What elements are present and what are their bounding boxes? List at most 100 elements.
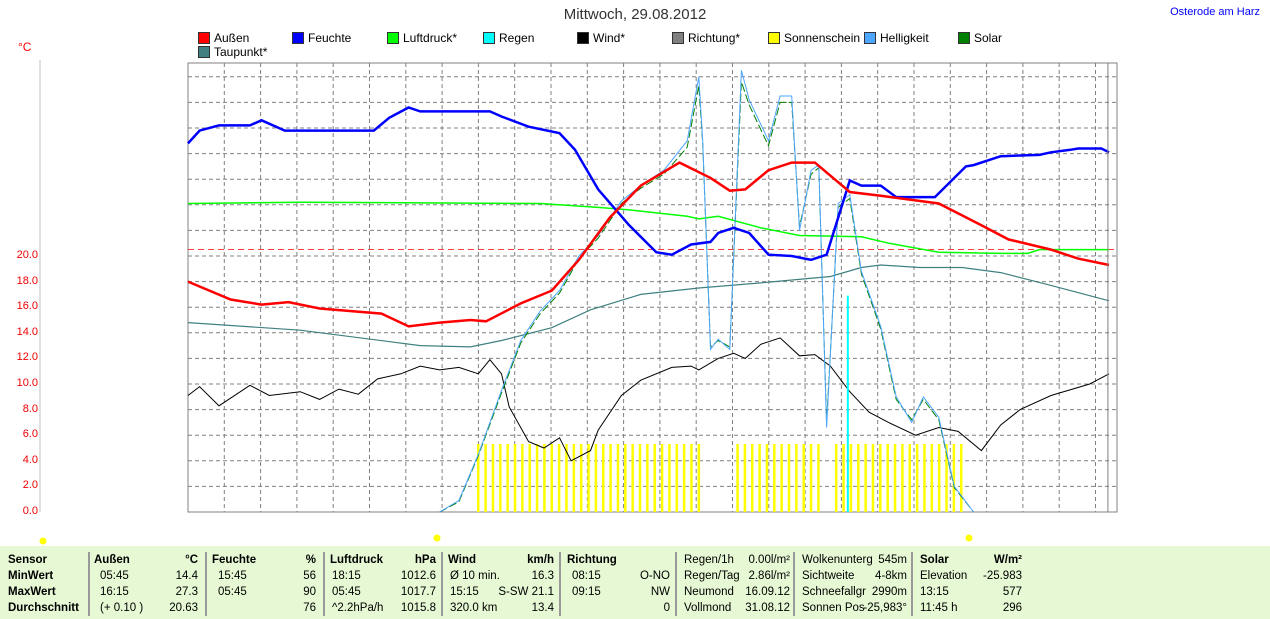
series-taupunkt bbox=[187, 264, 1110, 348]
table-cell: 320.0 km bbox=[450, 602, 498, 614]
table-cell: 18:15 bbox=[332, 570, 361, 582]
table-cell: Sensor bbox=[8, 554, 47, 566]
table-cell: 90 bbox=[303, 586, 316, 598]
table-cell: 14.4 bbox=[175, 570, 198, 582]
y-tick-label: 2.0 bbox=[22, 479, 38, 492]
table-cell: Ø 10 min. bbox=[450, 570, 500, 582]
series-luftdruck bbox=[187, 201, 1110, 255]
location-link[interactable]: Osterode am Harz bbox=[1170, 6, 1260, 18]
table-cell: MinWert bbox=[8, 570, 54, 582]
table-cell: km/h bbox=[527, 554, 554, 566]
legend-label: Taupunkt* bbox=[214, 45, 268, 59]
legend-swatch-icon bbox=[198, 46, 210, 58]
column-divider bbox=[205, 552, 207, 616]
table-cell: Sichtweite bbox=[802, 570, 855, 582]
table-cell: 20.63 bbox=[169, 602, 198, 614]
sun-marker-icon bbox=[39, 537, 47, 545]
legend-item: Sonnenschein bbox=[768, 31, 860, 45]
column-divider bbox=[441, 552, 443, 616]
table-cell: Regen/Tag bbox=[684, 570, 740, 582]
table-cell: Feuchte bbox=[212, 554, 257, 566]
table-cell: -25.983 bbox=[982, 570, 1022, 582]
table-cell: % bbox=[305, 554, 316, 566]
table-cell: 1012.6 bbox=[400, 570, 436, 582]
legend-label: Außen bbox=[214, 31, 250, 45]
legend-item: Taupunkt* bbox=[198, 45, 267, 59]
legend-label: Sonnenschein bbox=[784, 31, 861, 45]
legend-swatch-icon bbox=[577, 32, 589, 44]
table-cell: 13:15 bbox=[920, 586, 949, 598]
series-solar bbox=[439, 81, 974, 513]
table-cell: 16.3 bbox=[531, 570, 554, 582]
column-divider bbox=[559, 552, 561, 616]
legend-swatch-icon bbox=[958, 32, 970, 44]
y-tick-label: 16.0 bbox=[16, 300, 38, 313]
legend-item: Helligkeit bbox=[864, 31, 929, 45]
legend-item: Luftdruck* bbox=[387, 31, 457, 45]
legend-swatch-icon bbox=[292, 32, 304, 44]
table-cell: MaxWert bbox=[8, 586, 56, 598]
plot-area bbox=[187, 62, 1118, 513]
legend-item: Wind* bbox=[577, 31, 625, 45]
series-außen bbox=[187, 161, 1110, 328]
y-tick-label: 0.0 bbox=[22, 505, 38, 517]
table-cell: 15:15 bbox=[450, 586, 479, 598]
y-tick-label: 12.0 bbox=[16, 351, 38, 364]
table-cell: Regen/1h bbox=[684, 554, 734, 566]
table-cell: Elevation bbox=[920, 570, 968, 582]
table-cell: 2.86l/m² bbox=[748, 570, 790, 582]
table-cell: Richtung bbox=[567, 554, 617, 566]
legend-label: Wind* bbox=[593, 31, 626, 45]
table-cell: 4-8km bbox=[875, 570, 907, 582]
table-cell: 1017.7 bbox=[400, 586, 436, 598]
table-cell: Sonnen Pos bbox=[802, 602, 865, 614]
legend-swatch-icon bbox=[483, 32, 495, 44]
weather-chart bbox=[39, 60, 1118, 545]
table-cell: 27.3 bbox=[175, 586, 198, 598]
column-divider bbox=[793, 552, 795, 616]
sun-marker-icon bbox=[433, 534, 441, 542]
y-tick-label: 18.0 bbox=[16, 274, 38, 287]
y-tick-label: 10.0 bbox=[16, 377, 38, 389]
table-cell: Wolkenunterg bbox=[802, 554, 873, 566]
table-cell: 08:15 bbox=[572, 570, 601, 582]
y-tick-label: 20.0 bbox=[16, 249, 38, 261]
table-cell: hPa bbox=[414, 554, 436, 566]
table-cell: Luftdruck bbox=[330, 554, 384, 566]
table-cell: 13.4 bbox=[531, 602, 554, 614]
legend-swatch-icon bbox=[768, 32, 780, 44]
legend-swatch-icon bbox=[672, 32, 684, 44]
table-cell: -25,983° bbox=[863, 602, 907, 614]
table-cell: 0.00l/m² bbox=[748, 554, 790, 566]
legend-label: Luftdruck* bbox=[403, 31, 458, 45]
table-cell: °C bbox=[185, 554, 198, 566]
table-cell: 05:45 bbox=[332, 586, 361, 598]
column-divider bbox=[675, 552, 677, 616]
table-cell: O-NO bbox=[639, 570, 670, 582]
table-cell: Solar bbox=[920, 554, 949, 566]
table-cell: 545m bbox=[878, 554, 907, 566]
sun-marker-icon bbox=[965, 534, 973, 542]
legend-item: Richtung* bbox=[672, 31, 740, 45]
series-feuchte bbox=[187, 106, 1110, 262]
table-cell: 16:15 bbox=[100, 586, 129, 598]
column-divider bbox=[88, 552, 90, 616]
table-cell: 577 bbox=[1002, 586, 1022, 598]
table-cell: 09:15 bbox=[572, 586, 601, 598]
legend-label: Helligkeit bbox=[880, 31, 929, 45]
table-cell: W/m² bbox=[993, 554, 1022, 566]
y-tick-label: 8.0 bbox=[22, 402, 38, 415]
legend-swatch-icon bbox=[864, 32, 876, 44]
column-divider bbox=[323, 552, 325, 616]
table-cell: 1015.8 bbox=[400, 602, 436, 614]
table-cell: 05:45 bbox=[100, 570, 129, 582]
table-cell: 0 bbox=[663, 602, 670, 614]
table-cell: 31.08.12 bbox=[745, 602, 790, 614]
legend-item: Solar bbox=[958, 31, 1002, 45]
chart-title: Mittwoch, 29.08.2012 bbox=[563, 6, 707, 23]
table-cell: 2990m bbox=[871, 586, 907, 598]
table-cell: 11:45 h bbox=[920, 602, 958, 614]
column-divider bbox=[911, 552, 913, 616]
legend-label: Solar bbox=[974, 31, 1003, 45]
table-cell: Durchschnitt bbox=[8, 602, 79, 614]
